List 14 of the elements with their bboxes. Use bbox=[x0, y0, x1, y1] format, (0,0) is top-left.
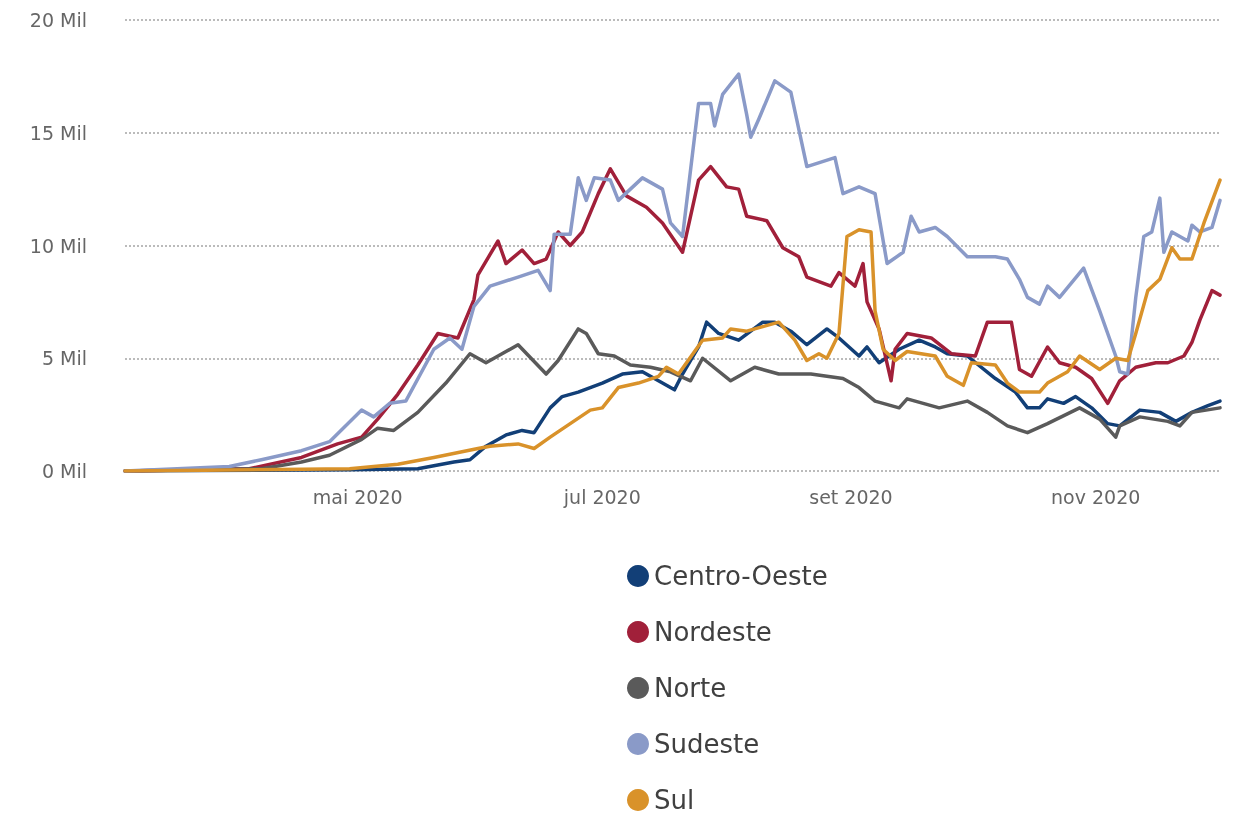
legend-label: Sul bbox=[654, 785, 695, 815]
y-tick-label: 5 Mil bbox=[41, 347, 87, 370]
x-tick-label: mai 2020 bbox=[312, 485, 403, 508]
legend-label: Sudeste bbox=[654, 729, 760, 759]
y-tick-label: 10 Mil bbox=[29, 234, 87, 257]
y-tick-label: 0 Mil bbox=[41, 460, 87, 482]
legend-label: Nordeste bbox=[654, 617, 772, 647]
legend-label: Norte bbox=[654, 673, 727, 703]
x-tick-label: jul 2020 bbox=[562, 485, 641, 508]
x-tick-label: set 2020 bbox=[809, 485, 893, 508]
legend-label: Centro-Oeste bbox=[654, 561, 828, 591]
y-tick-label: 20 Mil bbox=[29, 9, 87, 31]
x-tick-label: nov 2020 bbox=[1051, 485, 1141, 508]
y-tick-label: 15 Mil bbox=[29, 121, 87, 144]
